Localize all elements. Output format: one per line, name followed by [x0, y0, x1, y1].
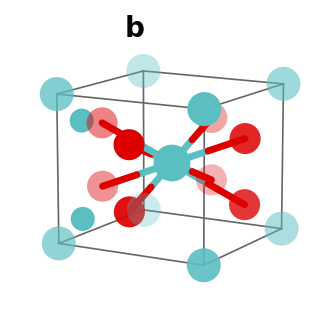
Text: b: b — [124, 15, 144, 43]
